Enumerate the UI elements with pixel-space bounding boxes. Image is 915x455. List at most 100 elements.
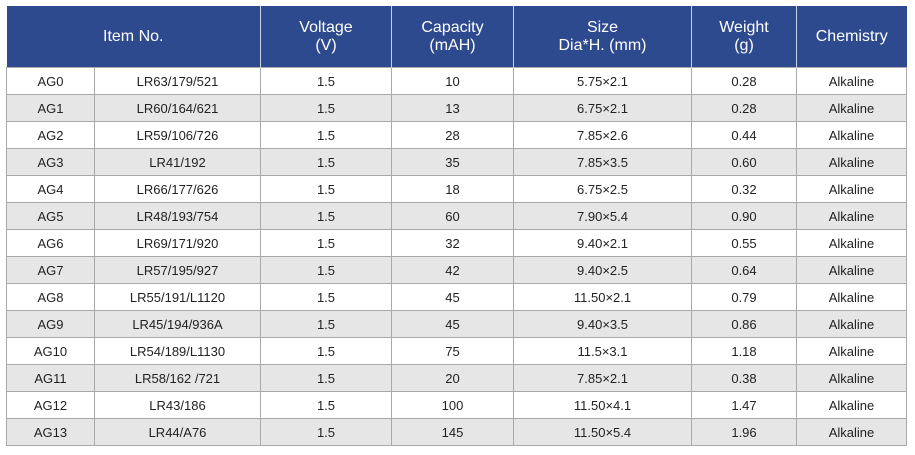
- table-row: AG9 LR45/194/936A 1.5 45 9.40×3.5 0.86 Alkalin…: [6, 310, 907, 338]
- table-row: AG4 LR66/177/626 1.5 18 6.75×2.5 0.32 Alkaline: [6, 175, 907, 203]
- cell-weight: 1.47: [691, 391, 797, 419]
- table-row: AG3 LR41/192 1.5 35 7.85×3.5 0.60 Alkaline: [6, 148, 907, 176]
- table-row: AG7 LR57/195/927 1.5 42 9.40×2.5 0.64 Alkaline: [6, 256, 907, 284]
- table-row: AG8 LR55/191/L1120 1.5 45 11.50×2.1 0.79 Alkal…: [6, 283, 907, 311]
- cell-size: 9.40×2.1: [513, 229, 692, 257]
- cell-model: AG7: [6, 256, 95, 284]
- cell-model: AG3: [6, 148, 95, 176]
- cell-voltage: 1.5: [260, 202, 392, 230]
- cell-capacity: 100: [391, 391, 514, 419]
- cell-model: AG4: [6, 175, 95, 203]
- cell-size: 6.75×2.5: [513, 175, 692, 203]
- table-row: AG10 LR54/189/L1130 1.5 75 11.5×3.1 1.18 Alkal…: [6, 337, 907, 365]
- cell-model: AG11: [6, 364, 95, 392]
- cell-size: 7.85×2.6: [513, 121, 692, 149]
- cell-capacity: 20: [391, 364, 514, 392]
- cell-voltage: 1.5: [260, 364, 392, 392]
- header-capacity: Capacity (mAH): [391, 6, 514, 68]
- cell-size: 11.50×5.4: [513, 418, 692, 446]
- cell-chemistry: Alkaline: [796, 391, 907, 419]
- table-row: AG12 LR43/186 1.5 100 11.50×4.1 1.47 Alkaline: [6, 391, 907, 419]
- cell-chemistry: Alkaline: [796, 229, 907, 257]
- cell-iec-code: LR63/179/521: [94, 67, 261, 95]
- table-header: Item No. Voltage (V) Capacity (mAH) Size…: [6, 6, 907, 68]
- cell-iec-code: LR58/162 /721: [94, 364, 261, 392]
- cell-model: AG13: [6, 418, 95, 446]
- cell-size: 11.50×4.1: [513, 391, 692, 419]
- cell-model: AG10: [6, 337, 95, 365]
- cell-weight: 0.79: [691, 283, 797, 311]
- cell-model: AG0: [6, 67, 95, 95]
- cell-model: AG6: [6, 229, 95, 257]
- cell-chemistry: Alkaline: [796, 94, 907, 122]
- cell-voltage: 1.5: [260, 418, 392, 446]
- cell-model: AG1: [6, 94, 95, 122]
- cell-capacity: 28: [391, 121, 514, 149]
- cell-weight: 0.55: [691, 229, 797, 257]
- cell-iec-code: LR54/189/L1130: [94, 337, 261, 365]
- cell-weight: 0.44: [691, 121, 797, 149]
- cell-iec-code: LR59/106/726: [94, 121, 261, 149]
- header-row: Item No. Voltage (V) Capacity (mAH) Size…: [6, 6, 907, 68]
- cell-voltage: 1.5: [260, 283, 392, 311]
- header-size: Size Dia*H. (mm): [513, 6, 692, 68]
- table-row: AG2 LR59/106/726 1.5 28 7.85×2.6 0.44 Alkaline: [6, 121, 907, 149]
- cell-iec-code: LR57/195/927: [94, 256, 261, 284]
- cell-capacity: 10: [391, 67, 514, 95]
- cell-size: 11.50×2.1: [513, 283, 692, 311]
- cell-capacity: 35: [391, 148, 514, 176]
- cell-chemistry: Alkaline: [796, 310, 907, 338]
- cell-chemistry: Alkaline: [796, 202, 907, 230]
- cell-voltage: 1.5: [260, 67, 392, 95]
- cell-iec-code: LR60/164/621: [94, 94, 261, 122]
- cell-model: AG12: [6, 391, 95, 419]
- cell-size: 5.75×2.1: [513, 67, 692, 95]
- cell-weight: 0.90: [691, 202, 797, 230]
- cell-voltage: 1.5: [260, 121, 392, 149]
- cell-weight: 0.32: [691, 175, 797, 203]
- cell-size: 7.85×3.5: [513, 148, 692, 176]
- cell-chemistry: Alkaline: [796, 256, 907, 284]
- header-item-no: Item No.: [6, 6, 261, 68]
- battery-spec-table: Item No. Voltage (V) Capacity (mAH) Size…: [6, 6, 907, 446]
- cell-capacity: 75: [391, 337, 514, 365]
- cell-voltage: 1.5: [260, 391, 392, 419]
- table-row: AG11 LR58/162 /721 1.5 20 7.85×2.1 0.38 Alkali…: [6, 364, 907, 392]
- header-voltage: Voltage (V): [260, 6, 392, 68]
- cell-voltage: 1.5: [260, 337, 392, 365]
- cell-voltage: 1.5: [260, 256, 392, 284]
- cell-size: 9.40×3.5: [513, 310, 692, 338]
- cell-chemistry: Alkaline: [796, 148, 907, 176]
- table-row: AG6 LR69/171/920 1.5 32 9.40×2.1 0.55 Alkaline: [6, 229, 907, 257]
- cell-size: 9.40×2.5: [513, 256, 692, 284]
- cell-capacity: 18: [391, 175, 514, 203]
- cell-weight: 1.18: [691, 337, 797, 365]
- cell-iec-code: LR55/191/L1120: [94, 283, 261, 311]
- cell-iec-code: LR48/193/754: [94, 202, 261, 230]
- cell-iec-code: LR44/A76: [94, 418, 261, 446]
- cell-chemistry: Alkaline: [796, 283, 907, 311]
- cell-size: 6.75×2.1: [513, 94, 692, 122]
- table-row: AG1 LR60/164/621 1.5 13 6.75×2.1 0.28 Alkaline: [6, 94, 907, 122]
- cell-chemistry: Alkaline: [796, 364, 907, 392]
- table-row: AG13 LR44/A76 1.5 145 11.50×5.4 1.96 Alkaline: [6, 418, 907, 446]
- header-weight: Weight (g): [691, 6, 797, 68]
- cell-model: AG8: [6, 283, 95, 311]
- cell-chemistry: Alkaline: [796, 418, 907, 446]
- cell-voltage: 1.5: [260, 175, 392, 203]
- cell-iec-code: LR69/171/920: [94, 229, 261, 257]
- cell-weight: 0.38: [691, 364, 797, 392]
- cell-voltage: 1.5: [260, 310, 392, 338]
- cell-weight: 0.64: [691, 256, 797, 284]
- cell-voltage: 1.5: [260, 148, 392, 176]
- cell-capacity: 45: [391, 310, 514, 338]
- cell-weight: 0.28: [691, 94, 797, 122]
- cell-chemistry: Alkaline: [796, 121, 907, 149]
- cell-voltage: 1.5: [260, 94, 392, 122]
- cell-capacity: 45: [391, 283, 514, 311]
- cell-model: AG2: [6, 121, 95, 149]
- cell-iec-code: LR66/177/626: [94, 175, 261, 203]
- cell-chemistry: Alkaline: [796, 337, 907, 365]
- cell-weight: 0.28: [691, 67, 797, 95]
- cell-size: 11.5×3.1: [513, 337, 692, 365]
